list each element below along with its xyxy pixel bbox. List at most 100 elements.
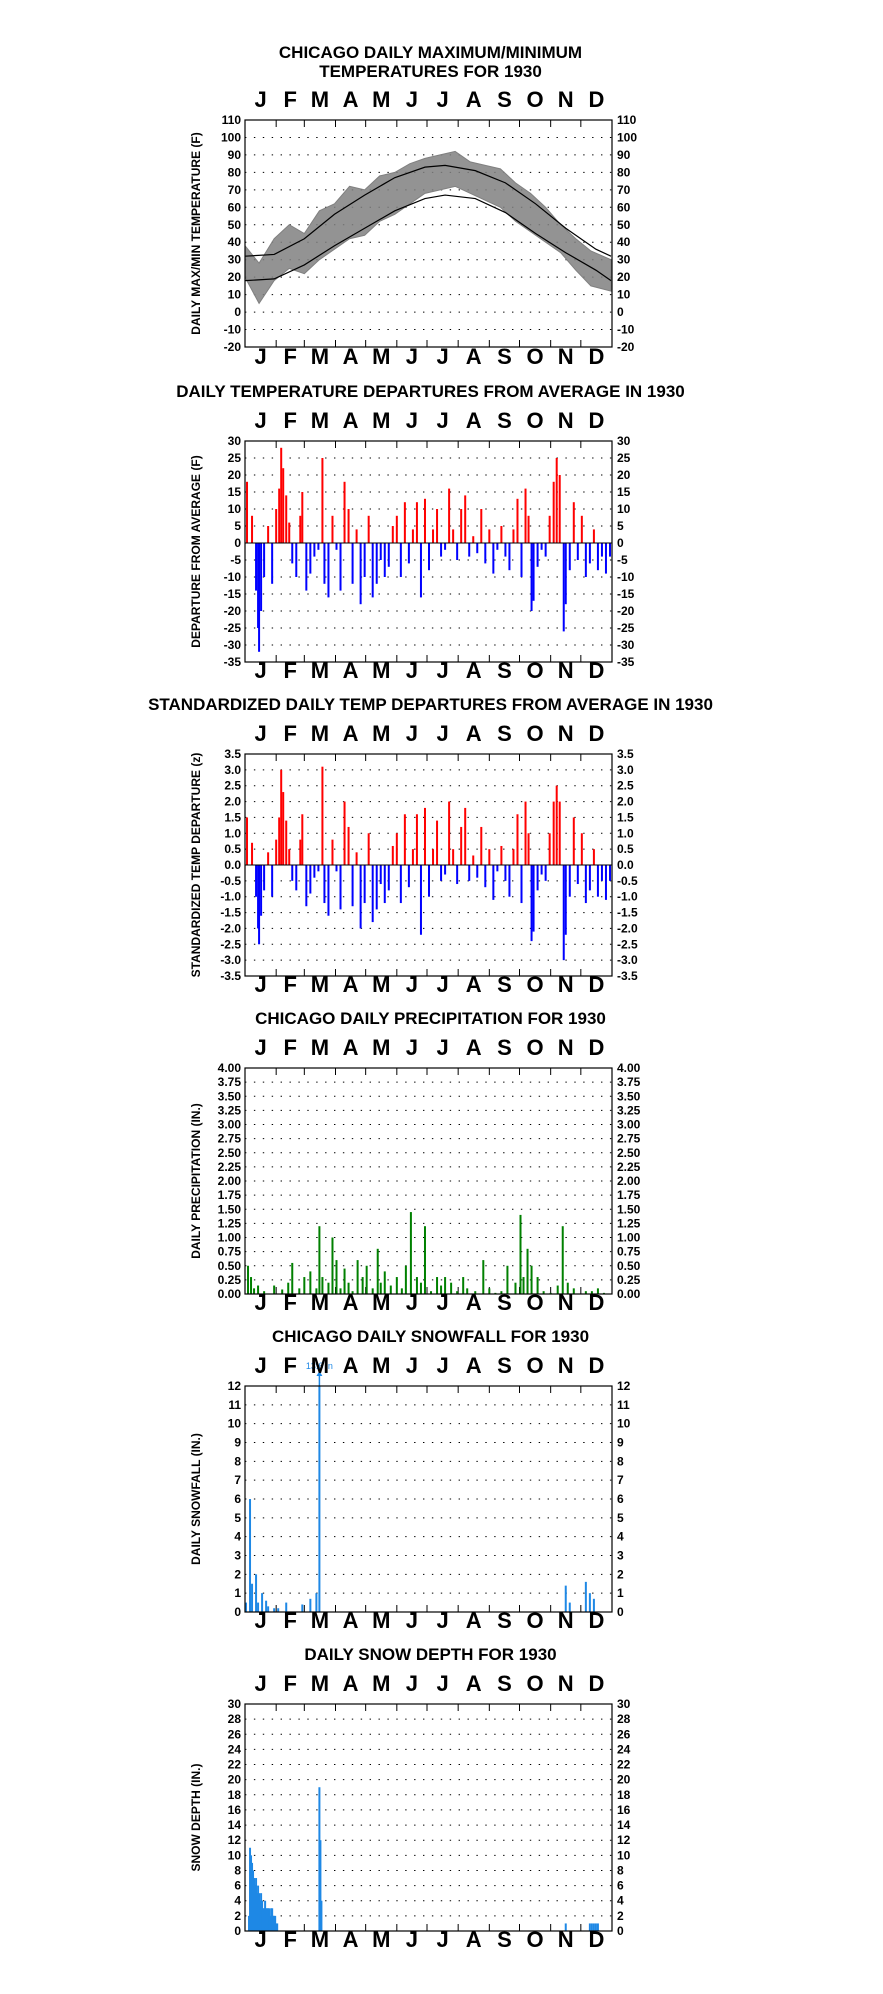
y-tick-right: 0 [617,536,624,550]
bar [428,865,431,897]
y-tick-right: 2.75 [617,1132,641,1146]
y-tick-left: 0.0 [224,858,241,872]
plot-frame [244,119,613,348]
bar [387,543,390,567]
month-label-bottom: M [311,1927,329,1952]
month-label-top: J [254,87,266,112]
bar [403,502,406,543]
month-label-bottom: O [527,344,544,369]
month-label-top: M [311,1671,329,1696]
bar [320,1900,323,1931]
bar [285,495,288,543]
bar [260,865,263,916]
month-label-top: M [311,87,329,112]
month-label-top: J [436,408,448,433]
bar [456,865,459,885]
bar [430,1291,433,1294]
month-label-top: A [343,721,359,746]
y-tick-right: -30 [617,638,635,652]
month-label-top: O [527,1353,544,1378]
bar [527,833,530,865]
bar [444,1277,447,1294]
bar [592,529,595,543]
y-tick-left: 40 [228,235,242,249]
month-label-bottom: M [372,1927,390,1952]
month-label-top: O [527,1035,544,1060]
y-tick-right: 3.5 [617,747,634,761]
month-label-bottom: N [558,1290,574,1315]
bar [271,865,274,897]
y-tick-right: 0.0 [617,858,634,872]
y-tick-left: 100 [221,130,241,144]
bar [452,529,455,543]
bar [253,1288,256,1294]
y-tick-left: 0.75 [218,1245,242,1259]
month-label-bottom: A [466,1290,482,1315]
y-tick-left: 9 [234,1436,241,1450]
bar [321,766,324,865]
y-tick-left: 15 [228,485,242,499]
bar [596,543,599,571]
month-label-top: M [372,721,390,746]
y-tick-left: 0.50 [218,1259,242,1273]
y-tick-right: 3.75 [617,1075,641,1089]
y-tick-right: 0 [617,1605,624,1619]
bar [335,543,338,550]
y-tick-right: -25 [617,621,635,635]
bar [520,865,523,904]
bar [399,865,402,904]
month-label-bottom: M [311,1290,329,1315]
y-tick-left: -20 [224,340,242,354]
y-tick-right: 20 [617,1773,631,1787]
y-tick-left: 1.25 [218,1216,242,1230]
bar [331,515,334,543]
bar [371,865,374,923]
bar [407,865,410,888]
month-label-top: S [497,721,512,746]
bar [432,529,435,543]
bar [375,865,378,910]
month-label-top: F [284,1035,297,1060]
month-label-top: M [311,1035,329,1060]
month-label-bottom: N [558,344,574,369]
bar [251,842,254,865]
bar [404,1265,407,1294]
bar [255,543,258,591]
bar [335,865,338,872]
month-label-bottom: M [372,972,390,997]
chart-title: DAILY SNOW DEPTH FOR 1930 [304,1645,556,1664]
month-label-top: M [311,721,329,746]
bar [255,1878,258,1931]
bar [299,839,302,865]
y-tick-right: 8 [617,1863,624,1877]
bar [249,1499,252,1612]
bar [492,865,495,900]
bar [309,1598,312,1612]
bar [363,543,366,577]
month-label-top: O [527,87,544,112]
month-label-top: J [436,1353,448,1378]
month-label-top: M [372,408,390,433]
y-tick-right: 4 [617,1894,624,1908]
bar [291,1262,294,1294]
y-tick-right: 2.5 [617,779,634,793]
bar [271,1908,274,1931]
plot-frame [244,440,613,663]
bar [285,1602,288,1612]
y-tick-left: 5 [234,519,241,533]
y-tick-left: 3.75 [218,1075,242,1089]
y-tick-right: -3.0 [617,953,638,967]
bar [540,543,543,550]
normal-min-line [244,194,612,282]
y-tick-right: 10 [617,288,631,302]
month-label-bottom: D [588,658,604,683]
bar [275,509,278,543]
bar [590,1291,593,1294]
bar [432,849,435,865]
bar [436,509,439,543]
y-tick-right: 22 [617,1758,631,1772]
bar [266,1908,269,1931]
bar [488,529,491,543]
y-tick-left: -35 [224,655,242,669]
month-label-bottom: F [284,1927,297,1952]
